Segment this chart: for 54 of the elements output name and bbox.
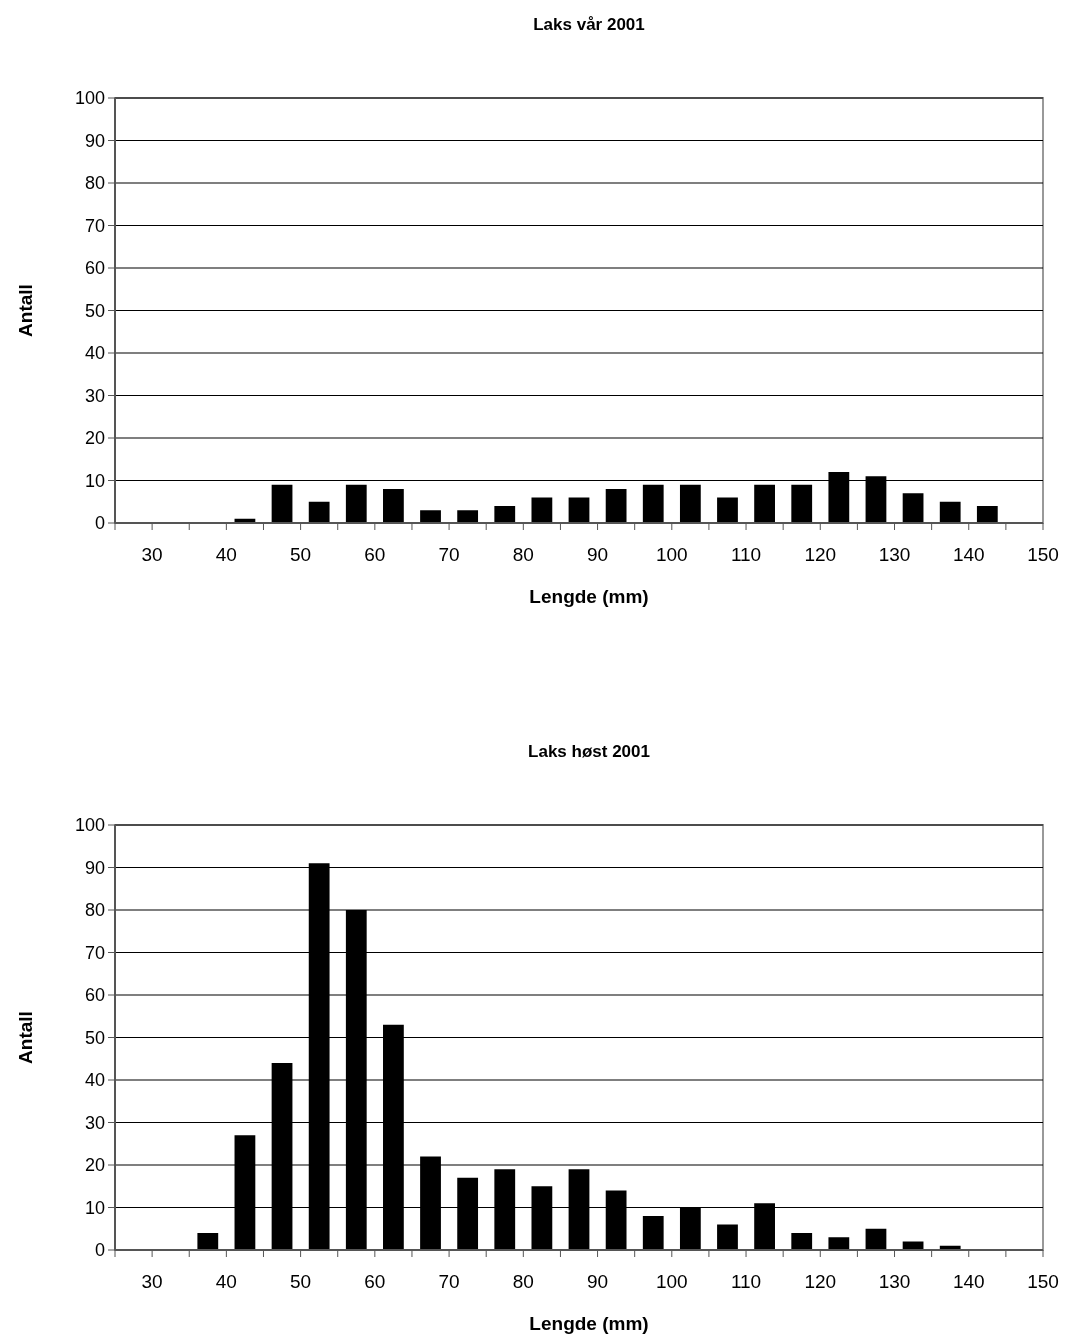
x-tick-label: 70 [438, 544, 460, 565]
x-axis-title: Lengde (mm) [529, 586, 649, 607]
y-tick-label: 20 [84, 428, 105, 449]
x-tick-label: 100 [655, 1271, 688, 1292]
y-tick-label: 40 [84, 343, 105, 364]
y-tick-label: 50 [84, 1027, 105, 1048]
y-tick-label: 100 [74, 815, 105, 836]
y-tick-label: 70 [84, 215, 105, 236]
y-tick-label: 30 [84, 1112, 105, 1133]
y-tick-label: 10 [84, 1197, 105, 1218]
x-tick-label: 50 [290, 544, 312, 565]
y-tick-label: 90 [84, 130, 105, 151]
x-tick-label: 130 [878, 1271, 911, 1292]
x-tick-label: 50 [290, 1271, 312, 1292]
x-tick-label: 110 [730, 544, 762, 565]
y-tick-label: 50 [84, 300, 105, 321]
x-tick-label: 80 [512, 544, 534, 565]
x-tick-label: 80 [512, 1271, 534, 1292]
x-tick-label: 150 [1027, 1271, 1059, 1292]
y-tick-label: 60 [84, 258, 105, 279]
y-tick-label: 100 [74, 88, 105, 109]
x-tick-label: 120 [804, 544, 837, 565]
y-tick-label: 80 [84, 900, 105, 921]
y-tick-label: 10 [84, 470, 105, 491]
x-tick-label: 60 [364, 544, 386, 565]
x-tick-label: 40 [215, 1271, 237, 1292]
y-tick-label: 0 [94, 1240, 105, 1261]
x-tick-label: 140 [952, 1271, 985, 1292]
y-tick-label: 60 [84, 985, 105, 1006]
x-axis-title: Lengde (mm) [529, 1313, 649, 1334]
x-tick-label: 140 [952, 544, 985, 565]
y-tick-label: 0 [94, 513, 105, 534]
x-tick-label: 120 [804, 1271, 837, 1292]
y-tick-label: 70 [84, 942, 105, 963]
y-axis-title: Antall [15, 1011, 36, 1064]
chart-title: Laks høst 2001 [528, 742, 650, 761]
x-tick-label: 90 [586, 544, 609, 565]
x-tick-label: 30 [141, 1271, 163, 1292]
y-tick-label: 80 [84, 173, 105, 194]
y-tick-label: 30 [84, 385, 105, 406]
chart-title: Laks vår 2001 [533, 15, 645, 34]
y-tick-label: 40 [84, 1070, 105, 1091]
y-tick-label: 90 [84, 857, 105, 878]
y-tick-label: 20 [84, 1155, 105, 1176]
x-tick-label: 150 [1027, 544, 1059, 565]
x-tick-label: 130 [878, 544, 911, 565]
x-tick-label: 90 [586, 1271, 609, 1292]
x-tick-label: 60 [364, 1271, 386, 1292]
x-tick-label: 30 [141, 544, 163, 565]
y-axis-title: Antall [15, 284, 36, 337]
x-tick-label: 100 [655, 544, 688, 565]
x-tick-label: 70 [438, 1271, 460, 1292]
x-tick-label: 110 [730, 1271, 762, 1292]
x-tick-label: 40 [215, 544, 237, 565]
